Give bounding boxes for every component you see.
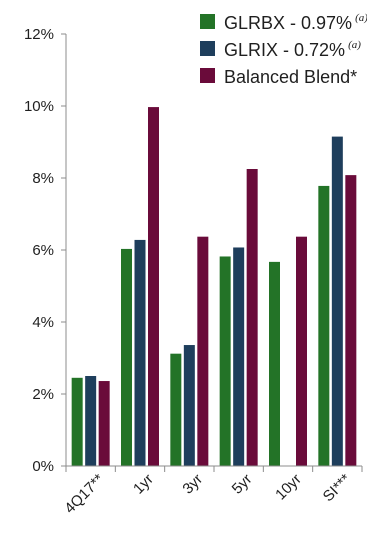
legend-swatch bbox=[200, 68, 215, 83]
bar bbox=[219, 256, 231, 466]
bar bbox=[331, 136, 343, 466]
bar bbox=[197, 236, 209, 466]
legend-note: (a) bbox=[348, 39, 361, 51]
bars bbox=[71, 107, 357, 467]
bar bbox=[134, 239, 146, 466]
y-tick-label: 8% bbox=[32, 170, 54, 187]
x-category-label: 10yr bbox=[272, 471, 305, 504]
bar bbox=[183, 345, 195, 466]
x-category-label: SI*** bbox=[320, 471, 355, 506]
y-tick-label: 4% bbox=[32, 314, 54, 331]
bar bbox=[345, 175, 357, 466]
legend: GLRBX - 0.97% (a)GLRIX - 0.72% (a)Balanced… bbox=[200, 12, 367, 87]
bar bbox=[296, 236, 307, 466]
y-tick-label: 0% bbox=[32, 458, 54, 475]
y-tick-label: 2% bbox=[32, 386, 54, 403]
bar bbox=[246, 169, 258, 466]
bar bbox=[71, 377, 83, 466]
x-category-label: 1yr bbox=[130, 471, 157, 498]
y-tick-label: 10% bbox=[24, 98, 54, 115]
bar bbox=[85, 376, 97, 466]
x-axis: 4Q17** 1yr 3yr 5yr 10yr SI*** bbox=[61, 465, 363, 517]
bar bbox=[170, 353, 182, 466]
x-category-label: 5yr bbox=[229, 471, 256, 498]
legend-label: Balanced Blend* bbox=[224, 67, 357, 87]
legend-swatch bbox=[200, 14, 215, 29]
legend-swatch bbox=[200, 41, 215, 56]
bar bbox=[148, 107, 159, 466]
bar bbox=[269, 261, 280, 466]
bar bbox=[98, 381, 110, 466]
bar bbox=[233, 247, 245, 466]
x-category-label: 4Q17** bbox=[61, 471, 107, 517]
legend-note: (a) bbox=[355, 12, 367, 24]
y-tick-label: 6% bbox=[32, 242, 54, 259]
legend-label: GLRIX - 0.72% bbox=[224, 40, 345, 60]
bar bbox=[121, 248, 132, 466]
bar bbox=[318, 185, 330, 467]
x-category-label: 3yr bbox=[179, 471, 206, 498]
y-tick-label: 12% bbox=[24, 26, 54, 43]
legend-label: GLRBX - 0.97% bbox=[224, 13, 352, 33]
y-axis: 0% 2% 4% 6% 8% 10% 12% bbox=[24, 26, 67, 475]
